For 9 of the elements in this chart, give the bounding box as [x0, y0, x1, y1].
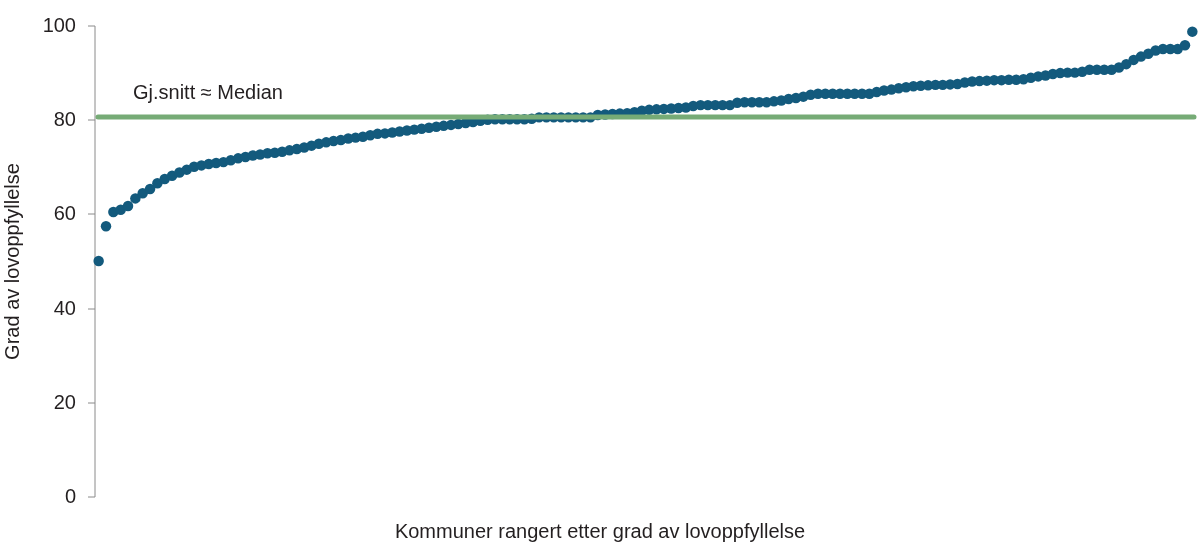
ref-line-label: Gj.snitt ≈ Median — [133, 80, 283, 103]
y-tick-label: 20 — [53, 390, 76, 413]
y-tick-label: 80 — [53, 108, 76, 131]
y-tick-label: 60 — [53, 202, 76, 225]
y-tick-label: 0 — [64, 485, 76, 507]
x-axis-title: Kommuner rangert etter grad av lovoppfyllelse — [394, 520, 806, 542]
y-tick-label: 40 — [53, 296, 76, 319]
y-axis-title: Grad av lovoppfyllelse — [0, 163, 23, 360]
y-tick-label: 100 — [42, 14, 76, 36]
